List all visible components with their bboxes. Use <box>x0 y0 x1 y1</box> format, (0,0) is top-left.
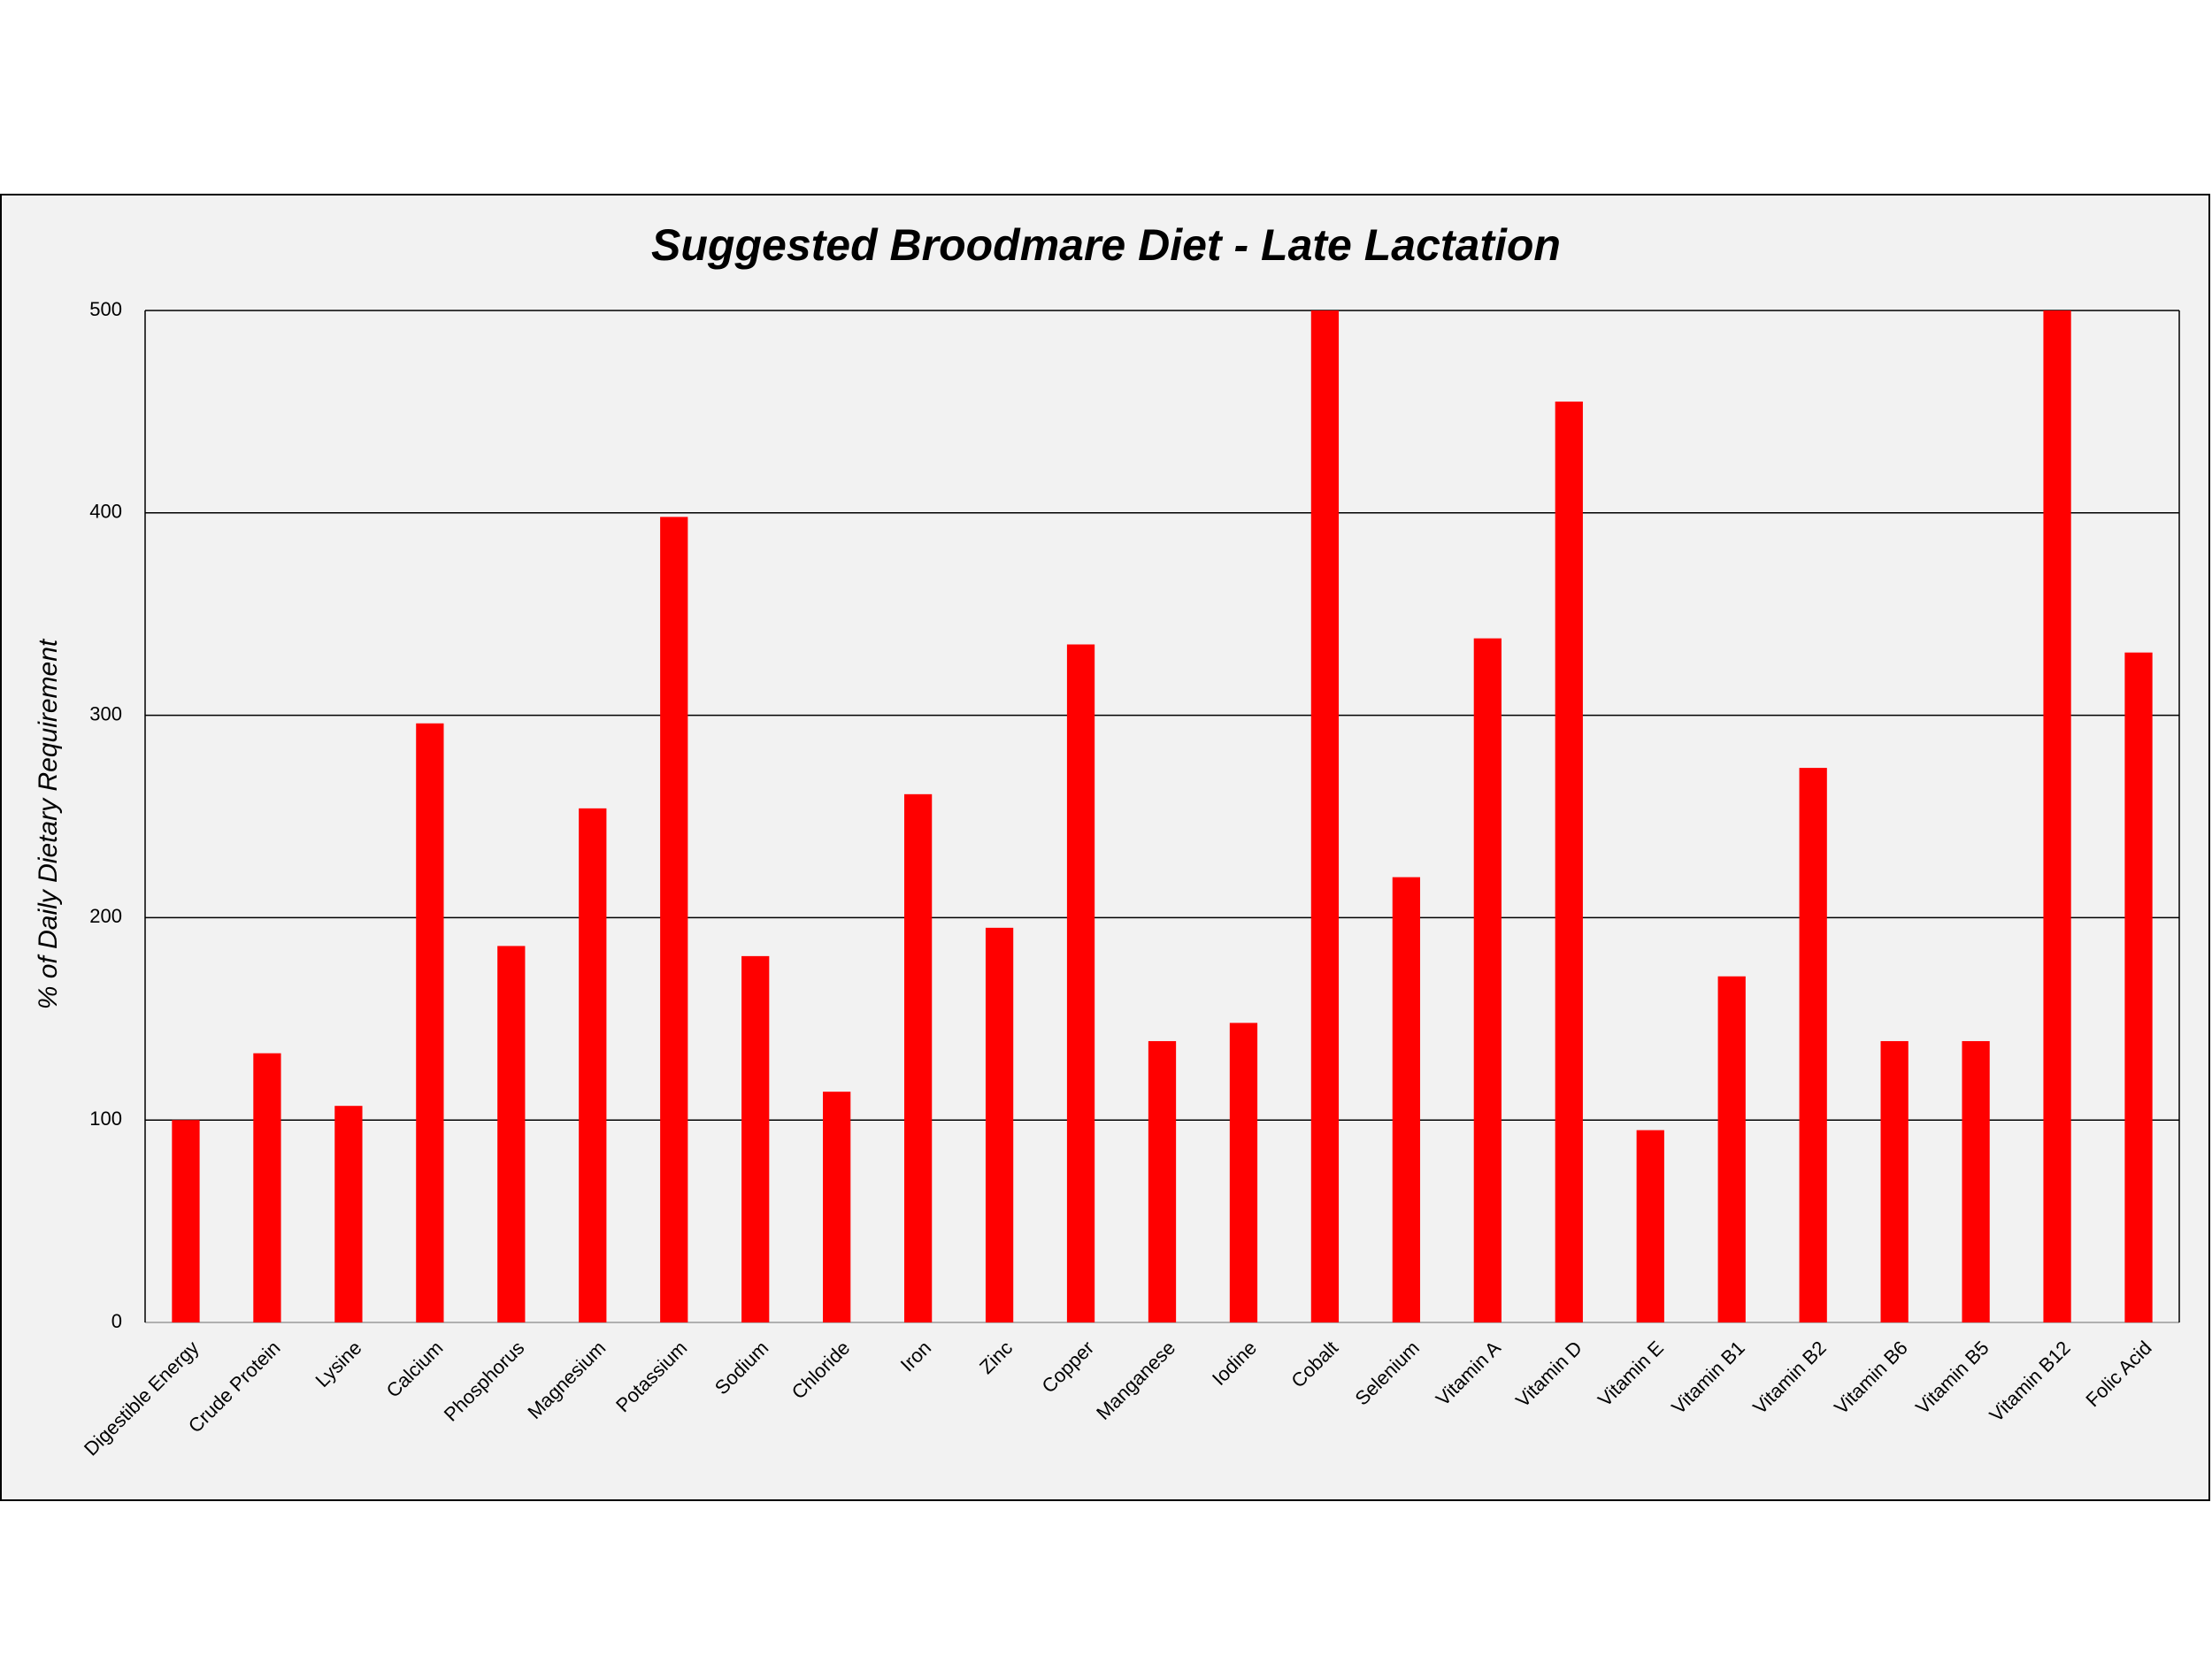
bar <box>1310 310 1340 1322</box>
bar <box>579 808 607 1322</box>
bar <box>823 1092 851 1322</box>
bar <box>416 723 444 1322</box>
chart-frame <box>0 194 2210 1501</box>
bar <box>1636 1130 1664 1322</box>
bar <box>2043 310 2071 1322</box>
bar <box>1717 976 1746 1322</box>
bar <box>1473 638 1502 1322</box>
bar <box>1148 1040 1177 1322</box>
bar <box>334 1106 363 1322</box>
bar <box>741 955 770 1322</box>
y-tick-label: 200 <box>89 905 122 927</box>
bar <box>985 927 1014 1322</box>
y-tick-label: 500 <box>89 298 122 320</box>
bar <box>172 1120 200 1322</box>
bar <box>660 517 688 1322</box>
bar <box>2124 652 2153 1322</box>
y-tick-label: 100 <box>89 1107 122 1130</box>
bar <box>1799 768 1827 1322</box>
bar <box>253 1053 281 1322</box>
y-axis-label: % of Daily Dietary Requirement <box>34 638 63 1009</box>
bar <box>1962 1040 1990 1322</box>
y-tick-label: 400 <box>89 501 122 523</box>
bar <box>1392 877 1421 1322</box>
bar <box>1880 1040 1909 1322</box>
y-tick-label: 300 <box>89 702 122 724</box>
bar <box>1066 644 1095 1322</box>
y-tick-label: 0 <box>111 1310 122 1332</box>
bar <box>1229 1023 1258 1322</box>
bar <box>497 946 526 1322</box>
chart-title: Suggested Broodmare Diet - Late Lactatio… <box>651 220 1561 270</box>
bar <box>1555 401 1583 1323</box>
bar <box>903 793 933 1322</box>
